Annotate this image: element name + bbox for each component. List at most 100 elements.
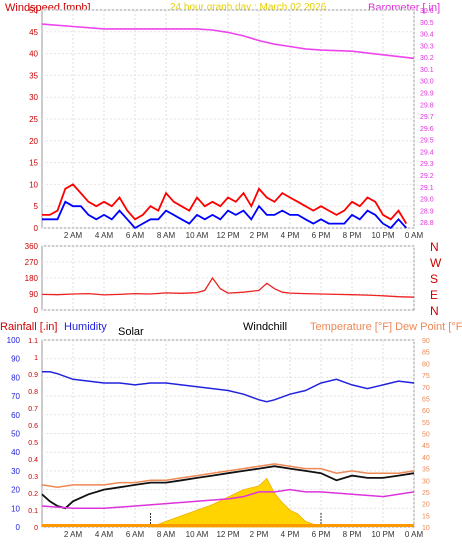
rain-baseline xyxy=(42,524,414,527)
series-dew-point-line xyxy=(41,488,415,510)
humidity-axis-title: Humidity xyxy=(64,321,107,333)
humidity-tick-label: 90 xyxy=(11,355,20,364)
direction-label: S xyxy=(430,272,438,286)
panel-2-time-label: 8 PM xyxy=(343,530,362,539)
barometer-tick-label: 30.3 xyxy=(420,43,434,50)
temperature-tick-label: 85 xyxy=(422,350,430,357)
rainfall-tick-label: 0.7 xyxy=(28,406,38,413)
barometer-tick-label: 30.2 xyxy=(420,55,434,62)
barometer-tick-label: 29.1 xyxy=(420,185,434,192)
series-humidity-line xyxy=(42,371,415,403)
series-windchill-line xyxy=(41,465,415,510)
series-wind-direction-line xyxy=(41,276,415,298)
panel-0-left-tick-label: 25 xyxy=(29,115,38,124)
panel-2-time-label: 6 AM xyxy=(126,530,145,539)
temperature-tick-label: 30 xyxy=(422,478,430,485)
series-temperature-line xyxy=(41,463,415,489)
rainfall-tick-label: 0.6 xyxy=(28,423,38,430)
panel-0-time-label: 0 AM xyxy=(405,231,424,240)
panel-0-left-tick-label: 15 xyxy=(29,159,38,168)
panel-0-time-label: 8 PM xyxy=(343,231,362,240)
temperature-tick-label: 80 xyxy=(422,361,430,368)
panel-2-time-label: 10 AM xyxy=(186,530,209,539)
barometer-tick-label: 29.3 xyxy=(420,161,434,168)
temperature-tick-label: 70 xyxy=(422,385,430,392)
temperature-tick-label: 25 xyxy=(422,490,430,497)
panel-0-left-tick-label: 5 xyxy=(34,202,39,211)
humidity-tick-label: 70 xyxy=(11,392,20,401)
windchill-label: Windchill xyxy=(243,321,287,333)
temperature-tick-label: 40 xyxy=(422,455,430,462)
series-barometer-line xyxy=(41,23,415,60)
rainfall-tick-label: 0.1 xyxy=(28,508,38,515)
panel-2-time-label: 8 AM xyxy=(157,530,176,539)
series-solar-area xyxy=(150,477,322,528)
graph-date-title: 24 hour graph day : March 02 2026 xyxy=(170,2,327,13)
humidity-tick-label: 60 xyxy=(11,411,20,420)
panel-0-left-tick-label: 35 xyxy=(29,71,38,80)
panel-1-left-tick-label: 180 xyxy=(25,274,39,283)
barometer-tick-label: 29.4 xyxy=(420,149,434,156)
temperature-axis-title: Temperature [°F] Dew Point [°F] xyxy=(310,321,462,333)
direction-label: W xyxy=(430,256,442,270)
barometer-tick-label: 30.4 xyxy=(420,32,434,39)
panel-0-time-label: 10 PM xyxy=(371,231,394,240)
panel-1-left-tick-label: 270 xyxy=(25,258,39,267)
barometer-tick-label: 29.7 xyxy=(420,114,434,121)
humidity-tick-label: 50 xyxy=(11,430,20,439)
panel-0-time-label: 6 PM xyxy=(312,231,331,240)
barometer-tick-label: 30.1 xyxy=(420,67,434,74)
barometer-tick-label: 29.2 xyxy=(420,173,434,180)
solar-label: Solar xyxy=(118,326,144,338)
panel-0-left-tick-label: 50 xyxy=(29,6,38,15)
panel-0-left-tick-label: 30 xyxy=(29,93,38,102)
rainfall-tick-label: 0.8 xyxy=(28,389,38,396)
barometer-tick-label: 28.8 xyxy=(420,220,434,227)
panel-2-time-label: 6 PM xyxy=(312,530,331,539)
panel-0-time-label: 4 AM xyxy=(95,231,114,240)
panel-2-time-label: 0 AM xyxy=(405,530,424,539)
panel-1-left-tick-label: 90 xyxy=(29,290,38,299)
rainfall-tick-label: 0.4 xyxy=(28,457,38,464)
panel-0-left-tick-label: 45 xyxy=(29,28,38,37)
humidity-tick-label: 40 xyxy=(11,448,20,457)
barometer-tick-label: 30.6 xyxy=(420,8,434,15)
rainfall-tick-label: 0.5 xyxy=(28,440,38,447)
direction-label: N xyxy=(430,304,439,318)
panels: 0510152025303540455028.828.929.029.129.2… xyxy=(7,6,442,539)
series-windspeed-line xyxy=(42,183,408,225)
panel-0-left-tick-label: 40 xyxy=(29,50,38,59)
rainfall-tick-label: 0.2 xyxy=(28,491,38,498)
panel-0-time-label: 8 AM xyxy=(157,231,176,240)
temperature-tick-label: 45 xyxy=(422,443,430,450)
panel-0-time-label: 2 PM xyxy=(250,231,269,240)
temperature-tick-label: 50 xyxy=(422,432,430,439)
barometer-tick-label: 29.5 xyxy=(420,138,434,145)
panel-2-time-label: 10 PM xyxy=(371,530,394,539)
panel-0-left-tick-label: 10 xyxy=(29,180,38,189)
direction-label: E xyxy=(430,288,438,302)
temperature-tick-label: 20 xyxy=(422,502,430,509)
temperature-tick-label: 65 xyxy=(422,396,430,403)
panel-0-left-tick-label: 0 xyxy=(34,224,39,233)
humidity-tick-label: 80 xyxy=(11,373,20,382)
panel-0-time-label: 2 AM xyxy=(64,231,83,240)
temperature-tick-label: 15 xyxy=(422,513,430,520)
humidity-tick-label: 30 xyxy=(11,467,20,476)
direction-label: N xyxy=(430,240,439,254)
humidity-tick-label: 0 xyxy=(16,523,21,532)
humidity-tick-label: 20 xyxy=(11,486,20,495)
series-gust-line xyxy=(42,200,407,230)
panel-1-left-tick-label: 360 xyxy=(25,242,39,251)
rainfall-tick-label: 0.9 xyxy=(28,372,38,379)
panel-0-time-label: 10 AM xyxy=(186,231,209,240)
rainfall-tick-label: 0 xyxy=(34,525,38,532)
rainfall-tick-label: 1.1 xyxy=(28,338,38,345)
barometer-tick-label: 30.0 xyxy=(420,79,434,86)
panel-1-left-tick-label: 0 xyxy=(34,306,39,315)
temperature-tick-label: 55 xyxy=(422,420,430,427)
panel-0-time-label: 6 AM xyxy=(126,231,145,240)
barometer-tick-label: 30.5 xyxy=(420,20,434,27)
